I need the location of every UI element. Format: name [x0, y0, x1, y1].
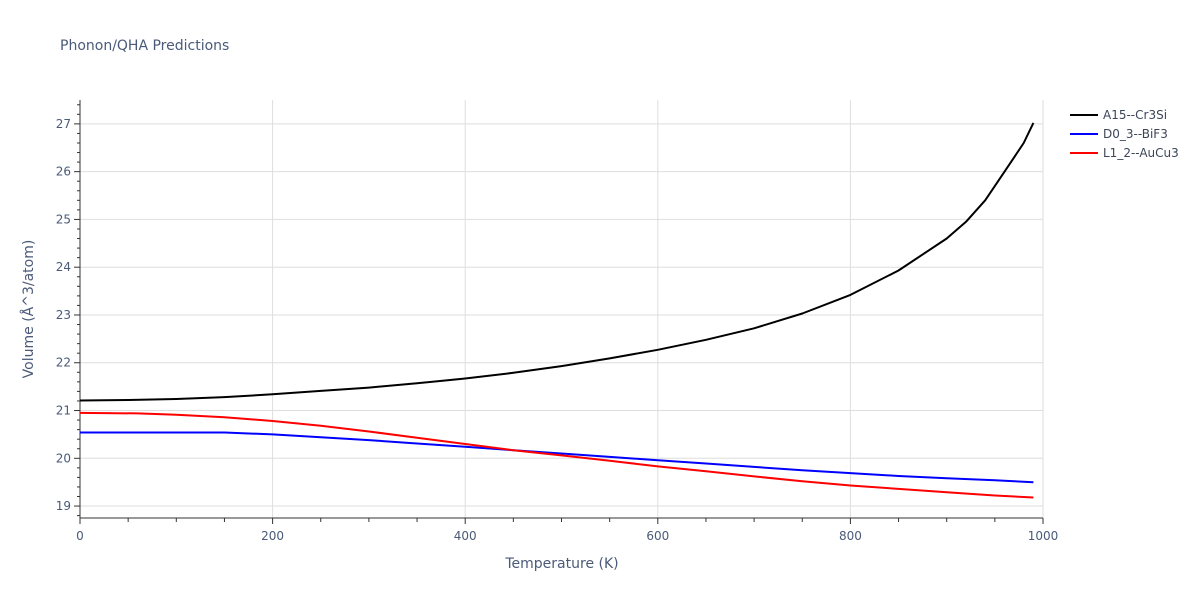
- chart-title: Phonon/QHA Predictions: [60, 38, 229, 54]
- legend-label: L1_2--AuCu3: [1103, 146, 1179, 160]
- x-tick-label: 400: [454, 529, 477, 543]
- x-tick-label: 600: [646, 529, 669, 543]
- x-tick-label: 200: [261, 529, 284, 543]
- x-tick-label: 0: [76, 529, 84, 543]
- legend: A15--Cr3Si D0_3--BiF3 L1_2--AuCu3: [1070, 108, 1179, 160]
- grid: [80, 100, 1044, 518]
- y-tick-label: 26: [56, 165, 71, 179]
- tick-labels: 0 200 400 600 800 1000 19 20 21 22 23 24 25 26 27: [56, 117, 1059, 543]
- x-tick-label: 800: [839, 529, 862, 543]
- series-line-2: [79, 411, 1034, 499]
- y-tick-label: 24: [56, 260, 71, 274]
- y-tick-label: 23: [56, 308, 71, 322]
- series-line-0: [79, 122, 1035, 402]
- y-tick-label: 21: [56, 404, 71, 418]
- legend-label: D0_3--BiF3: [1103, 127, 1168, 141]
- series-lines: [79, 122, 1035, 499]
- legend-label: A15--Cr3Si: [1103, 108, 1167, 122]
- y-tick-label: 27: [56, 117, 71, 131]
- y-tick-label: 20: [56, 451, 71, 465]
- y-tick-label: 25: [56, 212, 71, 226]
- x-axis-title: Temperature (K): [504, 556, 618, 572]
- y-axis-title: Volume (Å^3/atom): [20, 240, 37, 379]
- y-tick-label: 19: [56, 499, 71, 513]
- y-tick-label: 22: [56, 356, 71, 370]
- x-tick-label: 1000: [1028, 529, 1059, 543]
- series-line-1: [80, 431, 1034, 484]
- axes: [74, 100, 1044, 524]
